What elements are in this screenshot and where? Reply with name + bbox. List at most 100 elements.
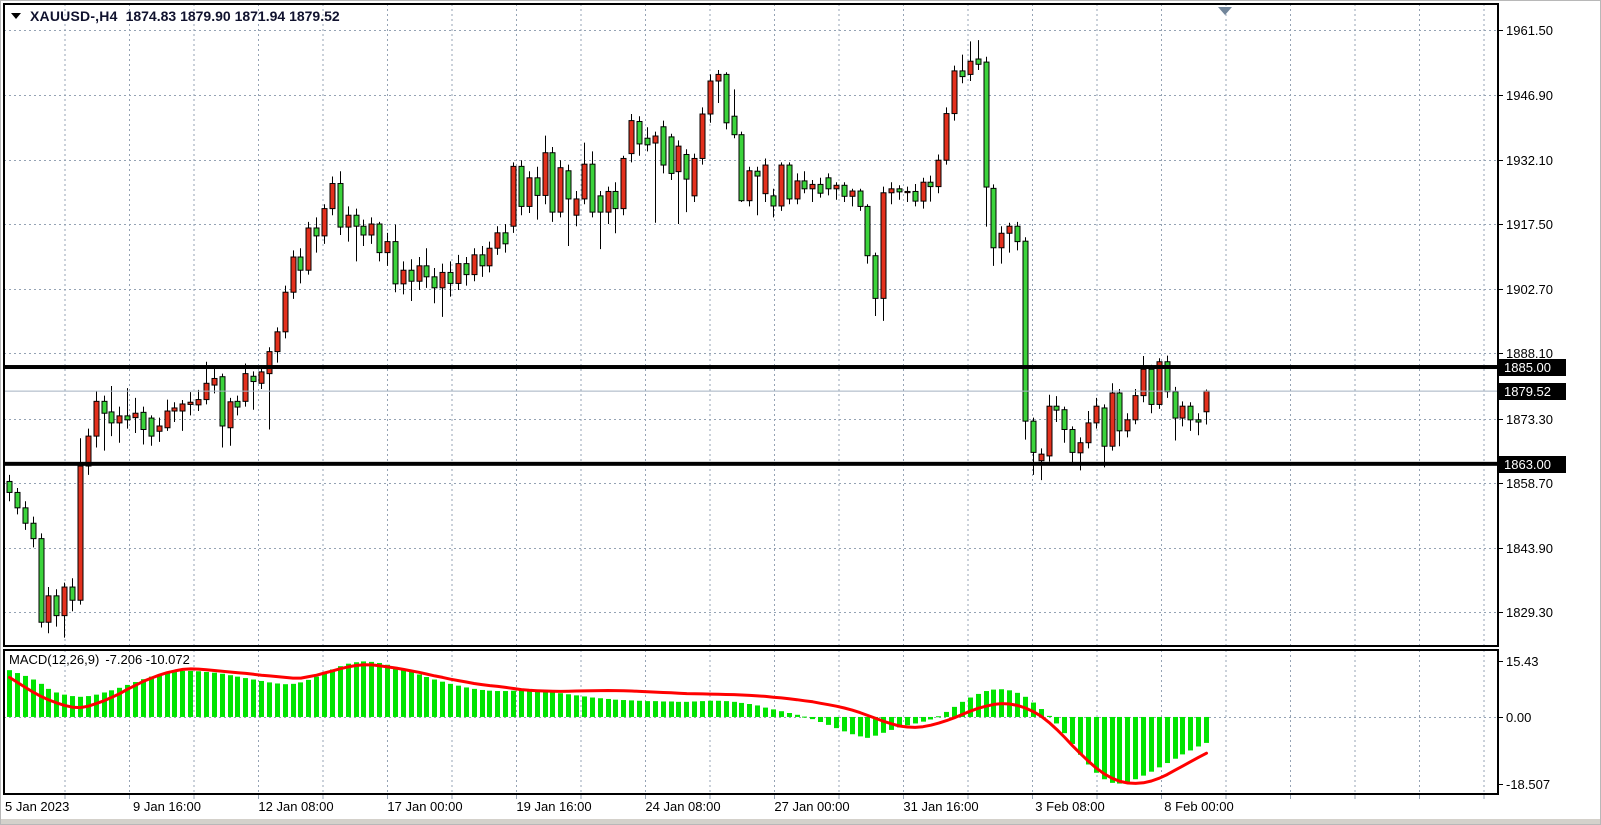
macd-histogram-bar	[834, 716, 839, 729]
macd-histogram-bar	[1180, 716, 1185, 755]
candle-bear	[1022, 240, 1029, 422]
macd-histogram-bar	[1117, 716, 1122, 784]
candle-bear	[30, 522, 37, 540]
candle-bull	[1006, 225, 1013, 234]
candle-bull	[384, 241, 391, 254]
macd-histogram-bar	[354, 662, 359, 717]
price-pane[interactable]	[4, 4, 1498, 646]
candle-bear	[975, 58, 982, 65]
candle-bear	[297, 256, 304, 271]
macd-histogram-bar	[716, 700, 721, 717]
candle-bull	[581, 163, 588, 200]
horizontal-level-line[interactable]	[4, 461, 1498, 466]
candle-bear	[841, 184, 848, 197]
macd-histogram-bar	[842, 716, 847, 732]
candle-bear	[219, 376, 226, 427]
macd-histogram-bar	[117, 687, 122, 717]
candle-bull	[1077, 442, 1084, 454]
time-axis-label: 12 Jan 08:00	[258, 799, 334, 814]
candle-bear	[927, 181, 934, 188]
candle-bull	[416, 265, 423, 282]
candle-bull	[620, 157, 627, 210]
macd-histogram-bar	[220, 673, 225, 717]
time-axis-label: 5 Jan 2023	[5, 799, 70, 814]
chart-shift-marker-icon[interactable]	[1218, 7, 1232, 15]
macd-histogram-bar	[684, 701, 689, 717]
candle-bear	[786, 164, 793, 200]
macd-histogram-bar	[432, 679, 437, 717]
macd-histogram-bar	[653, 701, 658, 717]
candle-bull	[888, 188, 895, 194]
candle-bear	[731, 115, 738, 136]
macd-histogram-bar	[566, 694, 571, 717]
macd-histogram-bar	[322, 673, 327, 717]
horizontal-level-line[interactable]	[4, 365, 1498, 370]
macd-histogram-bar	[952, 706, 957, 717]
candle-bear	[801, 180, 808, 190]
candle-bull	[1203, 390, 1210, 413]
price-tick-label: 1932.10	[1506, 152, 1553, 168]
time-axis-label: 3 Feb 08:00	[1035, 799, 1105, 814]
candle-bear	[990, 187, 997, 249]
candle-bear	[376, 223, 383, 254]
macd-histogram-bar	[661, 701, 666, 717]
candle-bull	[675, 145, 682, 173]
macd-histogram-bar	[543, 691, 548, 717]
price-tick-label: 1858.70	[1506, 475, 1553, 491]
candle-bull	[282, 291, 289, 333]
macd-histogram-bar	[196, 671, 201, 717]
candle-bull	[1085, 422, 1092, 444]
macd-histogram-bar	[480, 689, 485, 717]
candle-bear	[1116, 392, 1123, 432]
candle-bear	[479, 254, 486, 267]
macd-histogram-bar	[1062, 716, 1067, 734]
candle-bear	[392, 241, 399, 285]
macd-histogram-bar	[109, 690, 114, 717]
candle-bull	[935, 159, 942, 188]
macd-histogram-bar	[1149, 716, 1154, 772]
candle-bull	[266, 351, 273, 375]
macd-histogram-bar	[708, 700, 713, 717]
candle-bull	[542, 152, 549, 196]
candle-bear	[69, 586, 76, 601]
macd-histogram-bar	[133, 682, 138, 717]
candle-bear	[250, 375, 257, 383]
candle-bear	[549, 152, 556, 213]
candle-bull	[1124, 419, 1131, 432]
candle-bear	[408, 269, 415, 282]
macd-pane[interactable]	[4, 650, 1498, 794]
macd-histogram-bar	[944, 711, 949, 717]
candle-bear	[1030, 420, 1037, 453]
price-tick-label: 1946.90	[1506, 87, 1553, 103]
candle-bear	[983, 61, 990, 188]
candle-bear	[825, 177, 832, 190]
macd-histogram-bar	[676, 701, 681, 717]
candle-bull	[652, 135, 659, 144]
candle-bull	[849, 190, 856, 197]
macd-histogram-bar	[472, 688, 477, 717]
candle-bear	[770, 195, 777, 207]
macd-histogram-bar	[865, 716, 870, 738]
candle-bear	[140, 411, 147, 431]
macd-histogram-bar	[535, 690, 540, 717]
macd-histogram-bar	[802, 716, 807, 718]
macd-signal-line	[8, 663, 1208, 785]
candle-bull	[455, 263, 462, 284]
macd-histogram-bar	[1188, 716, 1193, 751]
candle-bull	[1109, 392, 1116, 447]
macd-histogram-bar	[456, 685, 461, 717]
candle-bull	[809, 183, 816, 190]
macd-histogram-bar	[1039, 709, 1044, 717]
price-level-badge: 1863.00	[1499, 455, 1566, 473]
candle-bear	[660, 126, 667, 166]
candle-bear	[723, 73, 730, 124]
macd-histogram-bar	[54, 692, 59, 717]
candle-bear	[124, 415, 131, 421]
time-axis-label: 24 Jan 08:00	[645, 799, 721, 814]
macd-histogram-bar	[172, 671, 177, 717]
macd-histogram-bar	[487, 690, 492, 717]
candle-bull	[1140, 368, 1147, 397]
macd-indicator-label: MACD(12,26,9) -7.206 -10.072	[9, 652, 196, 667]
macd-histogram-bar	[243, 678, 248, 717]
